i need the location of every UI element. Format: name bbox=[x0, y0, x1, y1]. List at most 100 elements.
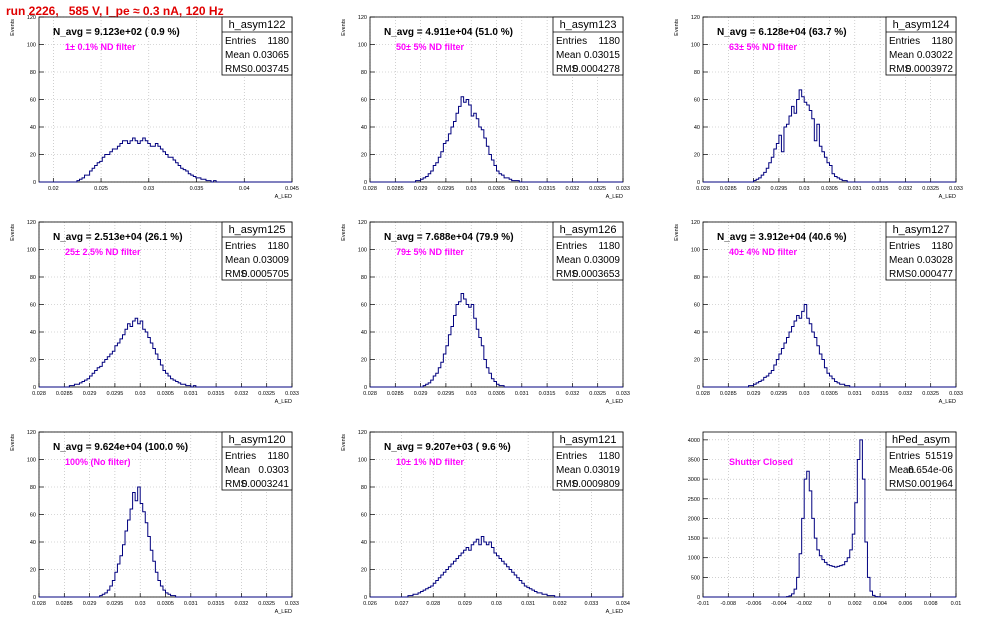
y-tick-label: 60 bbox=[361, 303, 367, 309]
stat-value: 0.0003972 bbox=[906, 64, 954, 75]
stat-label: Entries bbox=[225, 36, 256, 47]
histogram-name: h_asym124 bbox=[893, 19, 950, 31]
x-tick-label: 0.0285 bbox=[387, 186, 404, 192]
y-tick-label: 4000 bbox=[688, 438, 700, 444]
x-tick-label: 0.0295 bbox=[106, 601, 123, 607]
stat-value: 1180 bbox=[931, 36, 953, 47]
y-tick-label: 20 bbox=[361, 358, 367, 364]
y-tick-label: 60 bbox=[361, 98, 367, 104]
y-tick-label: 20 bbox=[361, 568, 367, 574]
y-tick-label: 60 bbox=[361, 513, 367, 519]
x-tick-label: 0.029 bbox=[414, 186, 428, 192]
y-tick-label: 80 bbox=[361, 485, 367, 491]
x-tick-label: 0.031 bbox=[184, 601, 198, 607]
stats-box bbox=[885, 16, 957, 76]
stat-value: 1180 bbox=[267, 36, 289, 47]
y-tick-label: 120 bbox=[27, 220, 36, 226]
stat-label: Mean bbox=[889, 255, 914, 266]
stat-label: RMS bbox=[556, 269, 579, 280]
histogram-panel-h_asym126: 0.028 0.0285 0.029 0.0295 0.03 0.0305 0.031 0.0… bbox=[341, 220, 630, 405]
y-tick-label: 20 bbox=[30, 358, 36, 364]
stat-label: Mean bbox=[556, 465, 581, 476]
filter-note: 40± 4% ND filter bbox=[729, 247, 797, 257]
y-tick-label: 120 bbox=[358, 220, 367, 226]
y-tick-label: 2000 bbox=[688, 516, 700, 522]
x-axis-title: A_LED bbox=[606, 609, 623, 615]
histogram-panel-h_asym127: 0.028 0.0285 0.029 0.0295 0.03 0.0305 0.031 0.0… bbox=[674, 220, 963, 405]
x-tick-label: 0.032 bbox=[899, 186, 913, 192]
x-tick-label: 0.031 bbox=[184, 391, 198, 397]
y-tick-label: 60 bbox=[694, 98, 700, 104]
stat-label: RMS bbox=[225, 479, 248, 490]
x-tick-label: 0.032 bbox=[235, 391, 249, 397]
y-tick-label: 80 bbox=[30, 70, 36, 76]
fit-text: N_avg = 7.688e+04 (79.9 %) bbox=[384, 232, 514, 243]
y-tick-label: 100 bbox=[358, 43, 367, 49]
x-tick-label: 0.0325 bbox=[922, 186, 939, 192]
stat-label: Entries bbox=[889, 36, 920, 47]
x-tick-label: 0.028 bbox=[363, 186, 377, 192]
y-tick-label: 20 bbox=[694, 358, 700, 364]
x-tick-label: 0.028 bbox=[696, 186, 710, 192]
x-tick-label: 0 bbox=[828, 601, 831, 607]
y-tick-label: 100 bbox=[691, 43, 700, 49]
x-tick-label: 0.028 bbox=[696, 391, 710, 397]
y-tick-label: 80 bbox=[694, 70, 700, 76]
stat-value: 1180 bbox=[931, 241, 953, 252]
page-title: run 2226, 585 V, I_pe ≈ 0.3 nA, 120 Hz bbox=[6, 4, 224, 18]
stat-label: RMS bbox=[889, 269, 912, 280]
histogram-line bbox=[39, 317, 292, 388]
filter-note: 100% (No filter) bbox=[65, 457, 131, 467]
x-tick-label: 0.033 bbox=[949, 186, 963, 192]
stat-value: 0.03015 bbox=[584, 50, 621, 61]
x-tick-label: 0.025 bbox=[94, 186, 108, 192]
histogram-line bbox=[370, 293, 623, 388]
fit-text: N_avg = 6.128e+04 (63.7 %) bbox=[717, 27, 847, 38]
x-tick-label: 0.028 bbox=[363, 391, 377, 397]
x-tick-label: 0.0285 bbox=[387, 391, 404, 397]
x-tick-label: 0.03 bbox=[135, 601, 146, 607]
y-tick-label: 40 bbox=[30, 330, 36, 336]
y-tick-label: 20 bbox=[361, 153, 367, 159]
filter-note: 1± 0.1% ND filter bbox=[65, 42, 136, 52]
fit-text: N_avg = 4.911e+04 (51.0 %) bbox=[384, 27, 513, 38]
y-tick-label: 100 bbox=[27, 248, 36, 254]
stat-label: RMS bbox=[556, 479, 579, 490]
stat-label: Entries bbox=[556, 36, 587, 47]
histogram-panel-h_asym120: 0.028 0.0285 0.029 0.0295 0.03 0.0305 0.031 0.0… bbox=[10, 430, 299, 615]
y-tick-label: 2500 bbox=[688, 497, 700, 503]
x-tick-label: 0.0305 bbox=[821, 186, 838, 192]
x-tick-label: 0.0315 bbox=[208, 601, 225, 607]
fit-text: N_avg = 3.912e+04 (40.6 %) bbox=[717, 232, 847, 243]
x-tick-label: 0.03 bbox=[466, 391, 477, 397]
y-tick-label: 0 bbox=[364, 385, 367, 391]
x-axis-title: A_LED bbox=[939, 194, 956, 200]
y-tick-label: 40 bbox=[30, 540, 36, 546]
x-tick-label: 0.033 bbox=[285, 391, 299, 397]
x-tick-label: 0.0325 bbox=[589, 186, 606, 192]
histogram-name: h_asym123 bbox=[560, 19, 617, 31]
x-tick-label: 0.03 bbox=[799, 391, 810, 397]
y-axis-title: Events bbox=[674, 19, 680, 36]
x-tick-label: 0.0285 bbox=[720, 186, 737, 192]
x-tick-label: 0.045 bbox=[285, 186, 299, 192]
x-tick-label: 0.03 bbox=[466, 186, 477, 192]
y-tick-label: 120 bbox=[358, 15, 367, 21]
histogram-line bbox=[370, 536, 623, 598]
stats-box bbox=[552, 16, 624, 76]
x-tick-label: 0.028 bbox=[426, 601, 440, 607]
fit-text: N_avg = 9.624e+04 (100.0 %) bbox=[53, 442, 188, 453]
histogram-name: h_asym121 bbox=[560, 434, 617, 446]
filter-note: 25± 2.5% ND filter bbox=[65, 247, 141, 257]
histogram-name: h_asym122 bbox=[229, 19, 286, 31]
y-tick-label: 120 bbox=[358, 430, 367, 436]
stat-value: 0.03019 bbox=[584, 465, 621, 476]
histogram-line bbox=[703, 89, 956, 183]
y-tick-label: 80 bbox=[30, 485, 36, 491]
stat-label: Entries bbox=[225, 241, 256, 252]
x-tick-label: 0.033 bbox=[616, 186, 630, 192]
histogram-line bbox=[703, 304, 956, 388]
x-tick-label: 0.0305 bbox=[157, 601, 174, 607]
y-axis-title: Events bbox=[341, 224, 347, 241]
